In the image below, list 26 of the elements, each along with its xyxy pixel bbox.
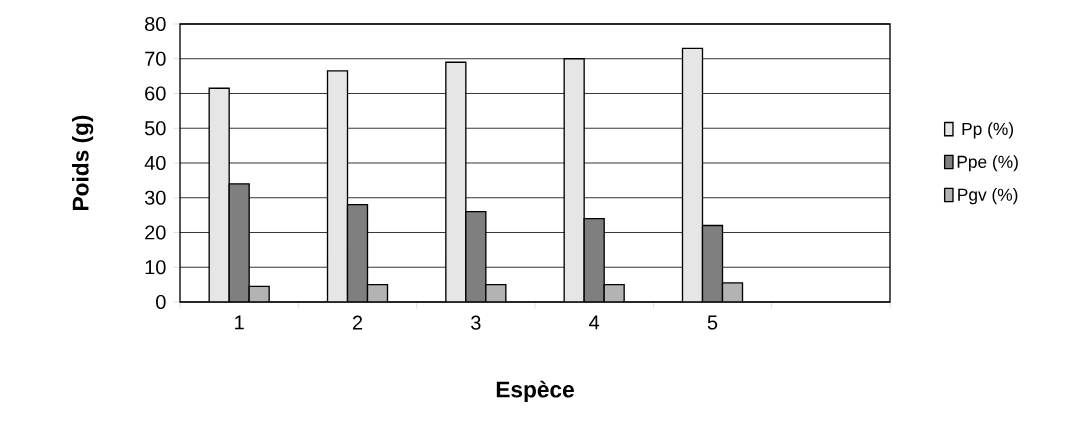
bar	[208, 87, 230, 302]
y-tick-label: 20	[145, 225, 166, 240]
y-tick-label: 30	[144, 190, 166, 205]
x-tick-label: 5	[707, 315, 718, 330]
bar	[681, 47, 704, 302]
y-axis-title: Poids (g)	[72, 115, 94, 210]
x-tick-label: 1	[235, 315, 244, 330]
y-tick-label: 80	[145, 16, 166, 32]
x-tick-label: 4	[589, 315, 600, 330]
y-tick-label: 0	[156, 294, 166, 310]
y-tick-label: 10	[145, 260, 166, 275]
y-tick-label: 40	[144, 155, 166, 171]
x-tick-label: 3	[471, 315, 481, 330]
x-tick-label: 2	[352, 315, 363, 330]
y-tick-label: 60	[145, 86, 166, 101]
y-tick-label: 50	[144, 121, 166, 136]
legend-label: Ppe (%)	[957, 155, 1018, 172]
bar	[228, 183, 250, 302]
bar	[701, 224, 724, 302]
legend-label: Pp (%)	[962, 122, 1014, 139]
bar	[563, 58, 585, 302]
y-tick-label: 70	[145, 51, 166, 66]
bar	[346, 204, 369, 302]
bar	[326, 70, 349, 302]
x-axis-title: Espèce	[496, 380, 574, 402]
legend-label: Pgv (%)	[958, 188, 1018, 205]
